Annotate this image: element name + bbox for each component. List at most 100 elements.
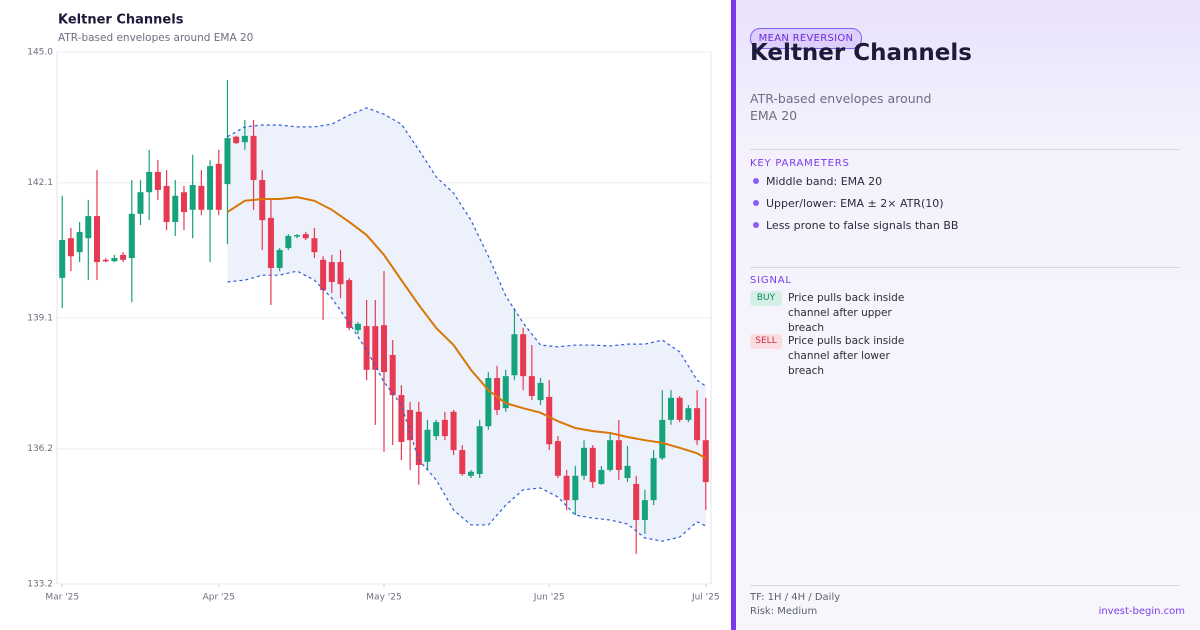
candle xyxy=(250,120,257,210)
x-tick-label: May '25 xyxy=(366,593,401,603)
candle xyxy=(676,395,683,423)
candle xyxy=(302,231,309,241)
candle-body xyxy=(607,440,614,470)
panel-subtitle: ATR-based envelopes around EMA 20 xyxy=(750,91,932,123)
param-item: Upper/lower: EMA ± 2× ATR(10) xyxy=(750,196,958,218)
candle xyxy=(59,195,66,309)
candle-body xyxy=(650,458,657,501)
candle xyxy=(354,322,361,335)
candle xyxy=(528,345,535,401)
candle-body xyxy=(59,240,66,278)
candle xyxy=(546,380,553,451)
candle-body xyxy=(702,440,709,483)
candle xyxy=(259,170,266,250)
candle-body xyxy=(554,441,561,476)
candle-body xyxy=(398,395,405,442)
candle xyxy=(180,185,187,231)
signal-row: SELL Price pulls back inside channel aft… xyxy=(750,334,928,379)
candle xyxy=(589,445,596,488)
candle-body xyxy=(485,377,492,427)
candle xyxy=(111,254,118,263)
candle-body xyxy=(424,429,431,462)
candle-body xyxy=(241,135,248,143)
channel-fill xyxy=(227,107,706,542)
candle xyxy=(485,372,492,430)
candle-body xyxy=(685,408,692,420)
candle xyxy=(85,199,92,281)
buy-tag: BUY xyxy=(750,291,782,306)
candle-body xyxy=(189,185,196,210)
chart-subtitle: ATR-based envelopes around EMA 20 xyxy=(58,32,253,44)
candle-body xyxy=(624,465,631,479)
candle xyxy=(633,475,640,554)
candle-body xyxy=(441,419,448,437)
candle xyxy=(511,308,518,381)
candle xyxy=(415,401,422,485)
info-panel: MEAN REVERSION Keltner Channels ATR-base… xyxy=(736,0,1200,630)
candle-body xyxy=(198,185,205,210)
candle xyxy=(189,154,196,239)
candle-body xyxy=(146,171,153,193)
candle-body xyxy=(233,136,240,144)
candle xyxy=(294,234,301,239)
candle xyxy=(554,436,561,479)
candle-body xyxy=(572,475,579,501)
panel-title: Keltner Channels xyxy=(750,40,972,66)
candle xyxy=(120,252,127,263)
candle-body xyxy=(476,426,483,474)
candle-body xyxy=(215,163,222,210)
divider xyxy=(750,585,1180,586)
candle xyxy=(146,149,153,221)
candle xyxy=(520,327,527,391)
candle xyxy=(598,465,605,485)
candle xyxy=(207,160,214,263)
badge: MEAN REVERSION xyxy=(750,28,862,49)
candle-body xyxy=(381,325,387,373)
candle xyxy=(476,419,483,479)
candle-body xyxy=(563,475,570,501)
x-tick-label: Jun '25 xyxy=(533,593,565,603)
candle xyxy=(459,445,466,476)
candle xyxy=(641,489,648,534)
candle-body xyxy=(328,262,335,282)
candle xyxy=(267,199,274,305)
accent-bar xyxy=(731,0,736,630)
candle xyxy=(537,377,544,406)
candle xyxy=(172,180,179,236)
candle xyxy=(128,180,135,303)
candle xyxy=(137,180,144,226)
candle xyxy=(563,469,570,511)
x-tick-label: Apr '25 xyxy=(203,593,235,603)
candle-body xyxy=(459,450,466,474)
candle xyxy=(581,440,588,480)
candle xyxy=(76,221,83,263)
candle-body xyxy=(372,326,379,370)
candle xyxy=(659,390,666,461)
candle-body xyxy=(528,376,535,396)
risk: Risk: Medium xyxy=(750,606,818,617)
candle-body xyxy=(389,354,396,396)
candle-body xyxy=(111,258,118,262)
candle-body xyxy=(85,216,92,239)
candle xyxy=(224,79,231,245)
candle-body xyxy=(537,382,544,401)
candle xyxy=(502,369,509,412)
candle-body xyxy=(128,213,135,259)
candle-body xyxy=(94,216,101,263)
candle-body xyxy=(172,195,179,222)
candle-body xyxy=(163,185,170,222)
candle xyxy=(102,258,109,263)
candle-body xyxy=(433,422,440,437)
signal-text: Price pulls back inside channel after up… xyxy=(788,292,905,334)
candle-body xyxy=(467,471,474,476)
candle xyxy=(450,409,457,456)
candle xyxy=(381,271,387,452)
candle-body xyxy=(76,231,83,253)
candle xyxy=(328,254,335,294)
candle xyxy=(433,419,440,441)
candle xyxy=(702,397,709,511)
sell-tag: SELL xyxy=(750,334,782,349)
candle xyxy=(346,277,353,331)
candle-body xyxy=(102,259,109,262)
